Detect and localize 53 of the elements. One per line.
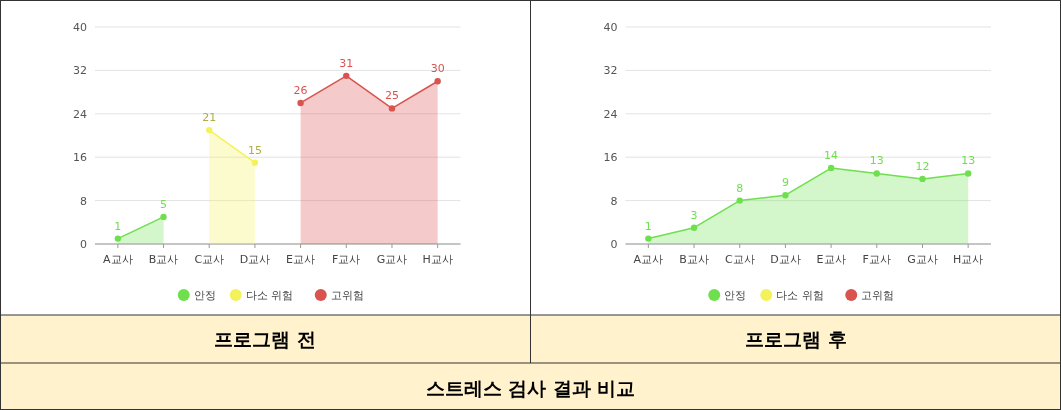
data-label: 12 xyxy=(915,159,930,173)
text: 스트레스 검사 결과 비교 xyxy=(425,376,636,399)
legend-label: 고위험 xyxy=(330,289,364,302)
legend-label: 다소 위험 xyxy=(776,289,824,302)
x-tick-label: B교사 xyxy=(148,253,179,266)
data-label: 14 xyxy=(824,149,839,163)
legend-label: 다소 위험 xyxy=(245,289,294,302)
data-label: 13 xyxy=(961,154,976,168)
x-tick-label: H교사 xyxy=(422,253,453,266)
y-tick-label: 8 xyxy=(610,194,618,208)
y-tick-label: 32 xyxy=(603,64,618,78)
data-label: 15 xyxy=(247,143,262,157)
x-tick-label: D교사 xyxy=(770,253,801,266)
x-tick-label: G교사 xyxy=(376,253,408,266)
y-tick-label: 0 xyxy=(610,238,618,251)
y-tick-label: 8 xyxy=(80,194,87,208)
data-label: 31 xyxy=(339,56,354,70)
data-label: 9 xyxy=(781,176,789,190)
y-tick-label: 0 xyxy=(80,238,87,251)
data-label: 3 xyxy=(690,208,698,222)
y-tick-label: 16 xyxy=(73,151,87,165)
y-tick-label: 24 xyxy=(73,107,87,121)
data-label: 1 xyxy=(114,219,122,233)
data-label: 30 xyxy=(430,62,445,76)
x-tick-label: E교사 xyxy=(286,253,316,266)
x-tick-label: D교사 xyxy=(239,253,271,266)
text: 프로그램 후 xyxy=(744,328,847,350)
x-tick-label: C교사 xyxy=(724,253,755,266)
x-tick-label: G교사 xyxy=(907,253,938,266)
text: 프로그램 전 xyxy=(214,328,317,350)
legend-label: 안정 xyxy=(193,289,216,302)
data-label: 26 xyxy=(293,83,308,97)
legend-label: 고위험 xyxy=(861,289,895,302)
data-label: 13 xyxy=(869,154,884,168)
x-tick-label: E교사 xyxy=(816,253,846,266)
x-tick-label: F교사 xyxy=(862,253,891,266)
y-tick-label: 32 xyxy=(73,64,87,78)
y-tick-label: 40 xyxy=(73,21,87,34)
x-tick-label: A교사 xyxy=(633,253,664,266)
x-tick-label: H교사 xyxy=(953,253,984,266)
data-label: 8 xyxy=(736,181,744,195)
data-label: 25 xyxy=(384,89,399,103)
y-tick-label: 40 xyxy=(603,21,618,34)
legend-label: 안정 xyxy=(724,289,747,302)
x-tick-label: F교사 xyxy=(332,253,361,266)
y-tick-label: 24 xyxy=(603,107,618,121)
data-label: 1 xyxy=(644,219,652,233)
data-label: 21 xyxy=(202,111,217,125)
x-tick-label: C교사 xyxy=(194,253,225,266)
y-tick-label: 16 xyxy=(603,151,618,165)
x-tick-label: B교사 xyxy=(679,253,709,266)
x-tick-label: A교사 xyxy=(103,253,133,266)
data-label: 5 xyxy=(160,197,168,211)
